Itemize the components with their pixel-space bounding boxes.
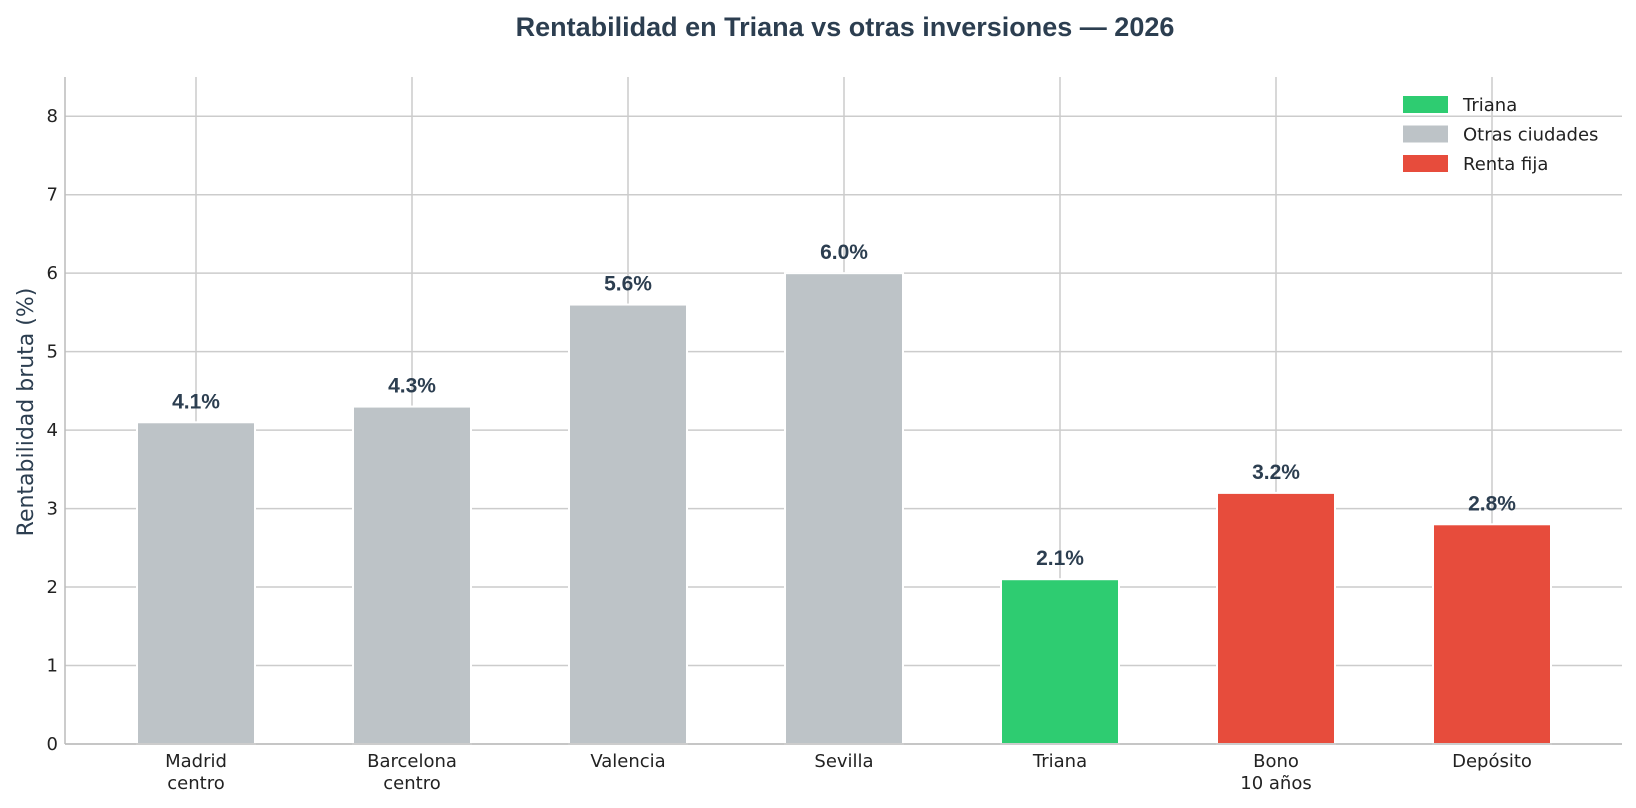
y-tick-label: 3 (47, 499, 58, 520)
value-label: 2.1% (1036, 547, 1084, 570)
bar (1216, 491, 1336, 745)
bars (136, 272, 1552, 746)
bar (352, 405, 472, 745)
y-tick-label: 7 (47, 185, 58, 206)
x-tick-labels: Madrid centro Barcelona centro Valencia Sevil… (165, 751, 1532, 794)
bar (784, 272, 904, 745)
value-label: 2.8% (1468, 492, 1516, 515)
value-label: 3.2% (1252, 461, 1300, 484)
axes (64, 77, 1622, 745)
x-tick-label: Triana (1032, 751, 1087, 772)
x-tick-label: Sevilla (814, 751, 873, 772)
legend-swatch (1403, 155, 1448, 172)
value-label: 4.1% (172, 390, 220, 413)
legend-label: Renta fija (1463, 154, 1548, 175)
y-tick-label: 5 (47, 342, 58, 363)
value-label: 4.3% (388, 375, 436, 398)
y-axis-label: Rentabilidad bruta (%) (14, 288, 39, 537)
x-tick-label: Madrid centro (165, 751, 227, 794)
y-tick-label: 6 (47, 263, 58, 284)
y-tick-labels: 0 1 2 3 4 5 6 7 8 (47, 106, 58, 755)
y-tick-label: 1 (47, 656, 58, 677)
value-label: 6.0% (820, 241, 868, 264)
x-tick-label: Bono 10 años (1240, 751, 1311, 794)
legend-swatch (1403, 125, 1448, 143)
x-tick-label: Barcelona centro (367, 751, 457, 794)
legend: Triana Otras ciudades Renta fija (1403, 95, 1598, 175)
value-label: 5.6% (604, 273, 652, 296)
legend-swatch (1403, 96, 1448, 113)
bar (136, 421, 256, 745)
y-tick-label: 8 (47, 106, 58, 127)
x-tick-label: Depósito (1452, 751, 1532, 772)
legend-label: Triana (1462, 95, 1517, 116)
bar (1432, 523, 1552, 745)
x-tick-label: Valencia (590, 751, 665, 772)
chart-title: Rentabilidad en Triana vs otras inversio… (516, 12, 1175, 42)
value-labels: 4.1% 4.3% 5.6% 6.0% 2.1% 3.2% 2.8% (172, 241, 1516, 570)
bar (568, 303, 688, 745)
y-tick-label: 0 (47, 734, 58, 755)
y-tick-label: 4 (47, 420, 58, 441)
y-tick-label: 2 (47, 577, 58, 598)
bar (1000, 578, 1120, 746)
legend-label: Otras ciudades (1463, 125, 1598, 146)
